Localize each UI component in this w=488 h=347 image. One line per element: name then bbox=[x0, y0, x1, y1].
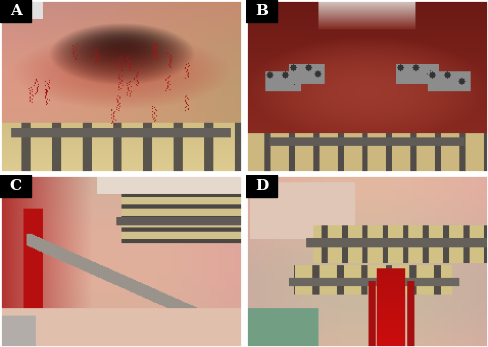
Text: C: C bbox=[10, 179, 22, 193]
Text: B: B bbox=[256, 4, 268, 18]
Text: A: A bbox=[10, 4, 21, 18]
Bar bbox=[246, 0, 277, 23]
Bar bbox=[0, 0, 32, 23]
Text: D: D bbox=[256, 179, 269, 193]
Bar bbox=[0, 175, 32, 197]
Bar bbox=[246, 175, 277, 197]
